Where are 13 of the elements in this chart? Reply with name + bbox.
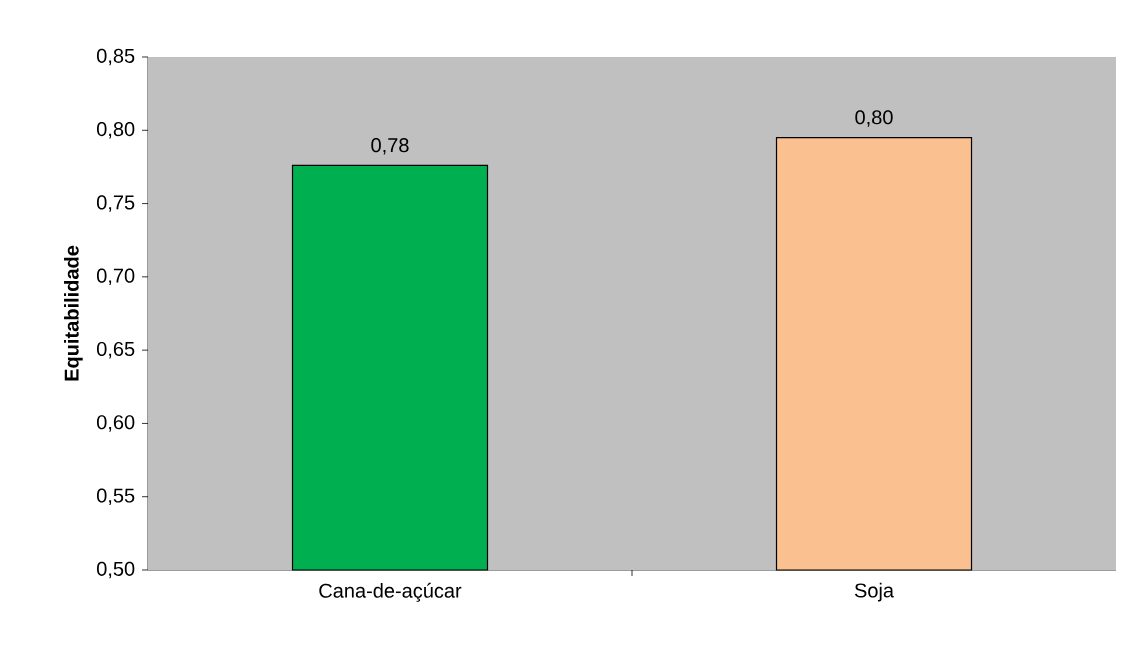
y-tick-label: 0,75 bbox=[97, 195, 135, 212]
y-tick-label: 0,60 bbox=[97, 415, 135, 432]
y-tick-label: 0,70 bbox=[97, 268, 135, 286]
y-axis-title: Equitabilidade bbox=[64, 245, 83, 381]
y-tick-label: 0,80 bbox=[97, 122, 135, 139]
y-tick-label: 0,50 bbox=[97, 561, 135, 579]
y-tick-label: 0,85 bbox=[97, 48, 135, 66]
data-label: 0,78 bbox=[371, 138, 409, 155]
x-tick-label: Soja bbox=[854, 582, 895, 602]
y-tick-label: 0,65 bbox=[97, 341, 135, 359]
x-tick-label: Cana-de-açúcar bbox=[319, 582, 462, 602]
y-tick-label: 0,55 bbox=[97, 488, 135, 505]
data-label: 0,80 bbox=[855, 110, 893, 127]
